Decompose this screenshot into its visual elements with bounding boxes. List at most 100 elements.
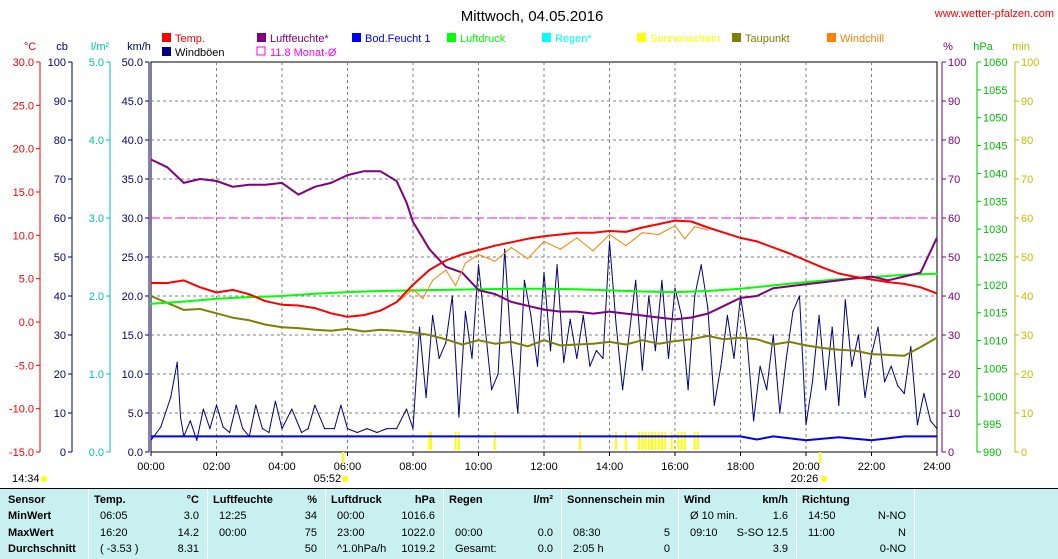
- data-point: [887, 354, 889, 356]
- legend-swatch: [257, 33, 266, 42]
- data-point: [428, 248, 430, 250]
- x-axis-tick-label: 18:00: [727, 461, 755, 473]
- data-point: [723, 338, 725, 340]
- axis-tick-label-left: 30.0: [122, 213, 143, 225]
- stats-value: 1.6: [772, 510, 788, 522]
- data-point: [887, 281, 889, 283]
- x-axis-tick-label: 00:00: [137, 461, 165, 473]
- data-point: [592, 232, 594, 234]
- data-point: [556, 264, 558, 266]
- legend-swatch: [827, 33, 836, 42]
- stats-column-head: Sonnenschein min: [567, 494, 665, 506]
- data-point: [805, 259, 807, 262]
- data-point: [428, 269, 430, 271]
- axis-tick-label-right: 60: [948, 213, 960, 225]
- stats-time-value: 11:00: [808, 527, 835, 539]
- data-point: [805, 281, 807, 283]
- data-point: [183, 279, 185, 281]
- site-link[interactable]: www.wetter-pfalzen.com: [934, 8, 1054, 20]
- stats-time-value: Gesamt:: [455, 543, 497, 555]
- data-point: [559, 344, 562, 346]
- data-point: [330, 330, 332, 332]
- data-point: [707, 229, 709, 231]
- daylength-label: 14:34: [12, 473, 40, 485]
- stats-time-value: 09:10: [690, 527, 718, 539]
- data-point: [189, 420, 191, 422]
- data-point: [756, 438, 758, 441]
- data-point: [330, 312, 332, 314]
- data-point: [658, 316, 660, 319]
- stats-time-value: ( -3.53 ): [100, 543, 139, 555]
- data-point: [265, 324, 267, 326]
- sunshine-bar: [430, 432, 433, 450]
- data-point: [255, 404, 257, 406]
- data-point: [870, 439, 873, 441]
- sunshine-bar: [615, 432, 618, 450]
- stats-value: 75: [304, 527, 317, 539]
- data-point: [667, 357, 670, 359]
- data-point: [527, 305, 529, 307]
- stats-value: 0: [663, 543, 670, 555]
- data-point: [674, 287, 676, 289]
- data-point: [592, 313, 594, 315]
- axis-tick-label-right: 1000: [983, 391, 1007, 403]
- data-point: [330, 182, 332, 184]
- stats-value: 8.31: [177, 543, 199, 555]
- data-point: [903, 392, 905, 395]
- x-axis-tick-label: 02:00: [203, 461, 231, 473]
- data-point: [235, 404, 237, 406]
- data-point: [641, 232, 643, 234]
- data-point: [281, 326, 283, 328]
- axis-tick-label-right: 80: [1021, 135, 1033, 147]
- axis-tick-label-right: 0: [948, 447, 954, 459]
- sunshine-bar: [637, 432, 640, 450]
- data-point: [756, 338, 758, 340]
- axis-tick-label-right: 1025: [983, 252, 1007, 264]
- data-point: [510, 435, 512, 437]
- data-point: [641, 226, 643, 229]
- data-point: [772, 435, 774, 437]
- axis-tick-label-left: 25.0: [13, 100, 34, 112]
- data-point: [314, 293, 316, 295]
- data-point: [301, 431, 303, 434]
- data-point: [199, 178, 201, 180]
- sunshine-bar: [677, 432, 680, 450]
- data-point: [274, 400, 276, 402]
- weather-chart: Mittwoch, 04.05.2016 www.wetter-pfalzen.…: [9, 8, 1054, 485]
- data-point: [595, 350, 598, 352]
- axis-tick-label-left: 1.0: [89, 369, 104, 381]
- sunrise-icon: [342, 476, 349, 482]
- data-point: [759, 365, 761, 367]
- data-point: [838, 349, 840, 351]
- axis-tick-label-right: 70: [1021, 174, 1033, 186]
- data-point: [713, 404, 715, 406]
- axis-tick-label-left: 0: [60, 447, 66, 459]
- stats-column-head: Temp.: [94, 494, 126, 506]
- axis-tick-label-right: 1005: [983, 363, 1007, 375]
- data-point: [635, 279, 637, 281]
- data-point: [576, 288, 578, 290]
- legend-label: Temp.: [175, 33, 205, 45]
- data-point: [510, 301, 512, 303]
- sunshine-bar: [657, 432, 660, 450]
- data-point: [477, 289, 480, 291]
- axis-tick-label-right: 0: [1021, 447, 1027, 459]
- axis-tick-label-right: 50: [948, 252, 960, 264]
- stats-value: 1016.6: [401, 510, 435, 522]
- axis-tick-label-left: 45.0: [122, 96, 143, 108]
- legend-label: Windböen: [175, 47, 225, 59]
- data-point: [739, 337, 742, 339]
- x-axis-tick-label: 04:00: [268, 461, 296, 473]
- stats-time-value: 16:20: [100, 527, 128, 539]
- sunshine-bar: [428, 432, 431, 450]
- axis-tick-label-right: 1040: [983, 168, 1007, 180]
- axis-tick-label-right: 1050: [983, 113, 1007, 125]
- data-point: [527, 345, 529, 347]
- axis-tick-label-left: 30: [54, 330, 66, 342]
- axis-tick-label-right: 1010: [983, 336, 1007, 348]
- data-point: [268, 431, 270, 434]
- data-point: [215, 312, 218, 314]
- stats-column: [561, 489, 678, 559]
- data-point: [281, 304, 283, 306]
- axis-tick-label-left: 5.0: [89, 57, 104, 69]
